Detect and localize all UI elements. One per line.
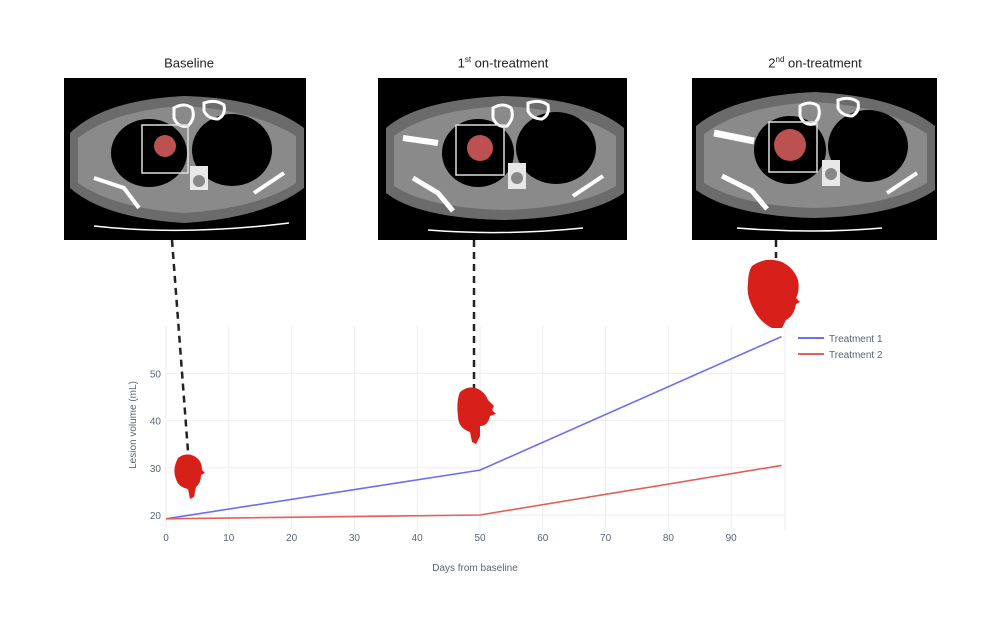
connector-baseline [170,239,192,479]
ct-scan-image [70,96,304,232]
ct-scan-second-on-treatment [692,78,937,240]
x-axis-label: Days from baseline [432,563,518,574]
tumor-3d-first-on-treatment [457,387,496,444]
panel-title-baseline: Baseline [64,55,314,70]
y-tick-label: 30 [150,464,162,475]
legend-label-treatment-2: Treatment 2 [829,350,883,361]
x-tick-label: 60 [537,533,549,544]
x-tick-label: 30 [349,533,361,544]
panel-title-text: Baseline [164,55,214,71]
y-axis-ticks: 20 30 40 50 [150,369,162,522]
x-tick-label: 40 [412,533,424,544]
x-axis-ticks: 0 10 20 30 40 50 60 70 80 90 [163,533,737,544]
panel-title-sup: nd [775,55,785,64]
y-axis-label: Lesion volume (mL) [128,381,139,469]
x-tick-label: 80 [663,533,675,544]
x-tick-label: 70 [600,533,612,544]
tumor-3d-second-on-treatment [747,259,800,328]
x-tick-label: 10 [223,533,235,544]
tumor-3d-baseline [174,454,205,499]
legend-label-treatment-1: Treatment 1 [829,334,883,345]
x-tick-label: 90 [726,533,738,544]
chart-legend: Treatment 1 Treatment 2 [798,334,883,361]
series-line-2 [165,464,782,520]
x-tick-label: 50 [474,533,486,544]
panel-title-text: 1 [457,55,465,71]
panel-title-rest: on-treatment [784,55,862,71]
chart-series [165,335,782,520]
panel-title-second-on-treatment: 2nd on-treatment [690,55,940,70]
ct-scan-image [386,96,624,234]
series-line-1 [165,335,782,520]
y-tick-label: 20 [150,511,162,522]
x-tick-label: 20 [286,533,298,544]
ct-scan-baseline [64,78,306,240]
panel-title-text: 2 [768,55,776,71]
ct-scan-first-on-treatment [378,78,627,240]
y-tick-label: 50 [150,369,162,380]
y-tick-label: 40 [150,417,162,428]
panel-title-rest: on-treatment [471,55,549,71]
x-tick-label: 0 [163,533,169,544]
ct-scan-image [696,92,935,232]
panel-title-first-on-treatment: 1st on-treatment [378,55,628,70]
panel-title-sup: st [464,55,472,64]
